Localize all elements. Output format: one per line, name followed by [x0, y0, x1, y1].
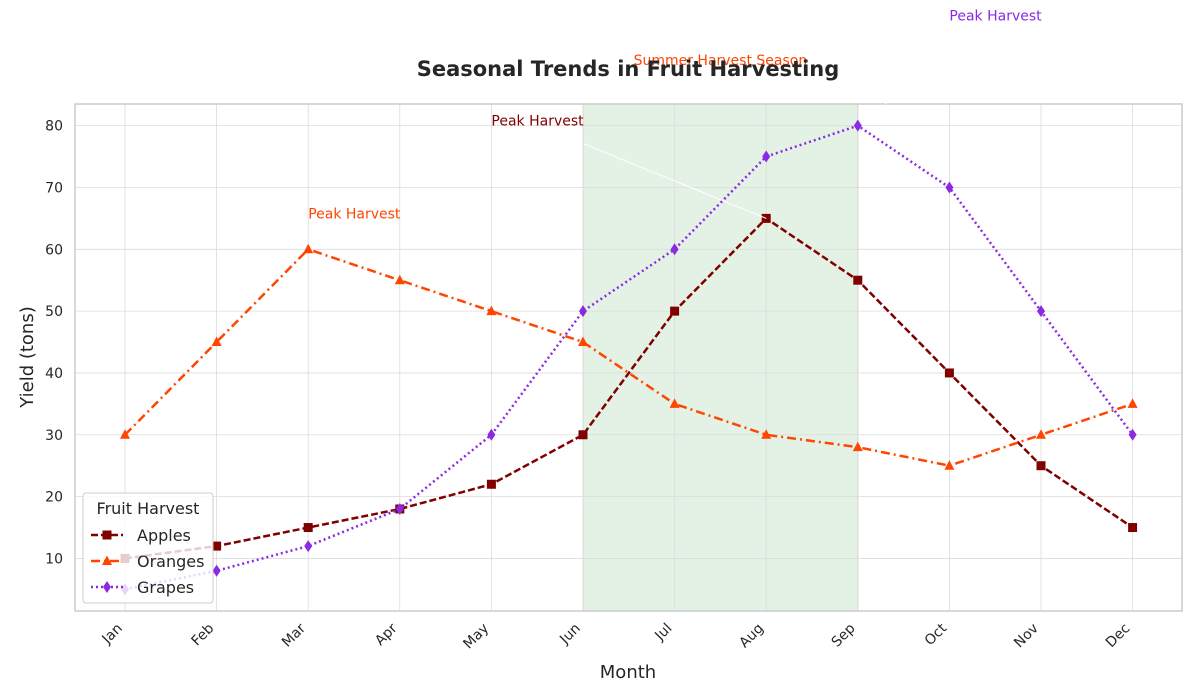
legend-label-grapes: Grapes [137, 578, 194, 597]
y-tick-label: 80 [45, 119, 63, 135]
x-tick-label: Jan [99, 621, 126, 648]
region-label: Summer Harvest Season [634, 53, 808, 69]
chart-title: Seasonal Trends in Fruit Harvesting [417, 57, 840, 81]
series-line-apples [124, 217, 1134, 560]
x-tick-label: Dec [1103, 621, 1133, 651]
y-axis-label: Yield (tons) [17, 306, 38, 408]
data-point-oranges [944, 460, 955, 470]
data-point-apples [486, 479, 496, 489]
legend-marker-grapes [103, 581, 111, 593]
y-tick-label: 60 [45, 242, 63, 258]
x-tick-label: Apr [372, 620, 401, 649]
data-point-oranges [852, 441, 863, 452]
legend-marker-apples [102, 530, 112, 540]
x-tick-label: Jun [556, 621, 583, 648]
data-point-grapes [853, 119, 862, 132]
y-tick-label: 20 [45, 490, 63, 506]
x-tick-label: Feb [189, 620, 218, 649]
y-tick-label: 40 [45, 366, 63, 382]
data-point-oranges [394, 274, 405, 285]
legend-label-oranges: Oranges [137, 552, 204, 571]
annotation-grapes: Peak Harvest [949, 9, 1042, 25]
data-point-oranges [303, 243, 314, 254]
data-point-grapes [762, 150, 771, 163]
x-tick-label: Nov [1011, 621, 1042, 652]
summer-season-region [582, 103, 859, 612]
data-point-apples [944, 368, 954, 378]
annotation-arrow-apples [583, 143, 767, 219]
data-point-grapes [670, 243, 679, 256]
legend-title: Fruit Harvest [97, 499, 200, 518]
data-point-oranges [120, 429, 130, 439]
legend-box [82, 492, 214, 604]
data-point-oranges [578, 336, 588, 347]
annotation-layer: Peak Harvest Peak Harvest Peak Harvest [308, 9, 1042, 223]
data-point-apples [1128, 523, 1138, 533]
y-tick-label: 70 [45, 180, 63, 196]
data-point-grapes [1128, 428, 1137, 441]
x-tick-label: May [460, 621, 492, 653]
data-point-grapes [212, 564, 221, 577]
data-point-apples [1036, 461, 1046, 471]
legend: Fruit Harvest Apples Oranges Grapes [82, 492, 214, 604]
legend-entries: Apples Oranges Grapes [91, 526, 204, 597]
data-point-grapes [579, 305, 587, 318]
data-point-apples [853, 275, 863, 285]
x-axis-label: Month [600, 662, 656, 683]
y-tick-label: 50 [45, 304, 63, 320]
data-point-grapes [304, 540, 313, 553]
y-tick-label: 30 [45, 428, 63, 444]
data-point-oranges [669, 398, 680, 408]
legend-label-apples: Apples [137, 526, 191, 545]
annotation-apples: Peak Harvest [491, 114, 584, 130]
x-tick-label: Oct [922, 620, 951, 649]
data-point-grapes [487, 428, 496, 441]
legend-marker-oranges [102, 555, 112, 565]
data-point-oranges [761, 429, 772, 439]
x-tick-label: Aug [736, 621, 767, 652]
data-point-grapes [395, 502, 404, 515]
data-point-oranges [1127, 398, 1138, 408]
data-point-apples [670, 306, 680, 316]
plot-frame-layer [74, 103, 1183, 612]
annotation-arrow-grapes [884, 98, 892, 105]
x-tick-label: Sep [829, 620, 859, 650]
x-tick-label: Mar [279, 620, 309, 650]
data-point-apples [303, 523, 313, 533]
x-tick-label: Jul [651, 621, 675, 645]
data-point-oranges [211, 336, 222, 347]
data-point-apples [578, 430, 588, 440]
data-point-apples [212, 541, 222, 551]
data-point-oranges [486, 305, 497, 316]
y-tick-label: 10 [45, 551, 63, 567]
annotation-oranges: Peak Harvest [308, 206, 401, 222]
data-point-oranges [1036, 429, 1046, 439]
plot-frame [74, 103, 1183, 612]
data-point-grapes [1037, 305, 1045, 318]
data-point-grapes [945, 181, 954, 194]
highlight-region-layer: Summer Harvest Season [582, 53, 859, 612]
